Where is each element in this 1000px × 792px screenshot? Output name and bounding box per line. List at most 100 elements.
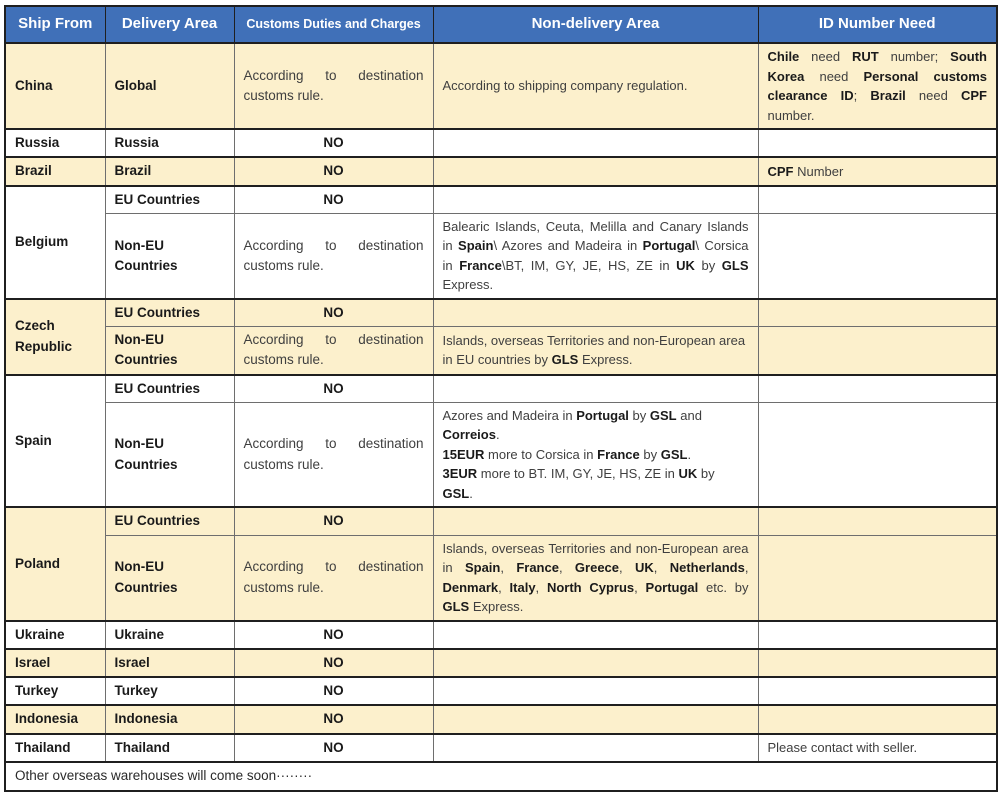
cell-thailand-customs: NO bbox=[233, 732, 434, 763]
cell-belgium-ship-from: Belgium bbox=[4, 184, 106, 300]
cell-turkey-non-delivery bbox=[432, 675, 759, 706]
cell-spain-eu-customs: NO bbox=[233, 373, 434, 403]
cell-turkey-id-number bbox=[757, 675, 998, 706]
cell-turkey-customs: NO bbox=[233, 675, 434, 706]
row-belgium-non-eu: Non-EU Countries According to destinatio… bbox=[5, 212, 998, 300]
spain-non-delivery-line-2: 15EUR more to Corsica in France by GSL. bbox=[442, 446, 692, 462]
cell-ukraine-ship-from: Ukraine bbox=[4, 619, 106, 650]
cell-brazil-id-number: CPF Number bbox=[757, 156, 998, 187]
cell-indonesia-non-delivery bbox=[432, 704, 759, 735]
row-ukraine: Ukraine Ukraine NO bbox=[4, 619, 998, 650]
cell-belgium-non-eu-id-number bbox=[757, 212, 998, 300]
cell-brazil-non-delivery bbox=[432, 156, 759, 187]
row-spain-eu: Spain EU Countries NO bbox=[4, 373, 998, 508]
cell-indonesia-ship-from: Indonesia bbox=[4, 704, 106, 735]
cell-china-ship-from: China bbox=[4, 42, 106, 130]
row-indonesia: Indonesia Indonesia NO bbox=[4, 704, 998, 735]
cell-poland-non-eu-id-number bbox=[757, 534, 998, 621]
row-czech-non-eu: Non-EU Countries According to destinatio… bbox=[5, 326, 998, 375]
cell-russia-id-number bbox=[757, 127, 998, 158]
cell-china-customs: According to destination customs rule. bbox=[233, 42, 434, 130]
row-brazil: Brazil Brazil NO CPF Number bbox=[4, 156, 998, 187]
cell-ukraine-non-delivery bbox=[432, 619, 759, 650]
table-header-row: Ship From Delivery Area Customs Duties a… bbox=[4, 5, 998, 44]
row-spain-non-eu: Non-EU Countries According to destinatio… bbox=[5, 401, 998, 508]
row-china: China Global According to destination cu… bbox=[4, 42, 998, 130]
cell-russia-ship-from: Russia bbox=[4, 127, 106, 158]
cell-indonesia-delivery-area: Indonesia bbox=[104, 704, 235, 735]
cell-spain-non-eu-customs: According to destination customs rule. bbox=[233, 401, 434, 508]
cell-israel-ship-from: Israel bbox=[4, 647, 106, 678]
cell-spain-eu-area: EU Countries bbox=[104, 373, 235, 403]
cell-thailand-id-number: Please contact with seller. bbox=[757, 732, 998, 763]
row-thailand: Thailand Thailand NO Please contact with… bbox=[4, 732, 998, 763]
cell-belgium-non-eu-customs: According to destination customs rule. bbox=[233, 212, 434, 300]
cell-china-non-delivery: According to shipping company regulation… bbox=[432, 42, 759, 130]
row-israel: Israel Israel NO bbox=[4, 647, 998, 678]
row-footer-note: Other overseas warehouses will come soon… bbox=[4, 760, 998, 792]
cell-belgium-eu-area: EU Countries bbox=[104, 184, 235, 214]
cell-russia-customs: NO bbox=[233, 127, 434, 158]
row-poland-eu: Poland EU Countries NO bbox=[4, 506, 998, 622]
cell-turkey-delivery-area: Turkey bbox=[104, 675, 235, 706]
cell-indonesia-customs: NO bbox=[233, 704, 434, 735]
cell-spain-non-eu-area: Non-EU Countries bbox=[104, 401, 235, 508]
cell-spain-eu-non-delivery bbox=[432, 373, 759, 403]
cell-poland-eu-area: EU Countries bbox=[104, 506, 235, 536]
col-header-non-delivery-area: Non-delivery Area bbox=[432, 5, 759, 44]
cell-belgium-eu-non-delivery bbox=[432, 184, 759, 214]
cell-belgium-eu-id-number bbox=[757, 184, 998, 214]
cell-belgium-non-eu-area: Non-EU Countries bbox=[104, 212, 235, 300]
spain-non-delivery-line-3: 3EUR more to BT. IM, GY, JE, HS, ZE in U… bbox=[442, 466, 715, 501]
cell-spain-non-eu-id-number bbox=[757, 401, 998, 508]
shipping-info-table: Ship From Delivery Area Customs Duties a… bbox=[4, 5, 998, 792]
cell-spain-ship-from: Spain bbox=[4, 373, 106, 508]
cell-ukraine-id-number bbox=[757, 619, 998, 650]
cell-czech-non-eu-customs: According to destination customs rule. bbox=[233, 326, 434, 375]
cell-czech-non-eu-area: Non-EU Countries bbox=[104, 326, 235, 375]
cell-thailand-non-delivery bbox=[432, 732, 759, 763]
cell-spain-non-eu-non-delivery: Azores and Madeira in Portugal by GSL an… bbox=[432, 401, 759, 508]
cell-belgium-non-eu-non-delivery: Balearic Islands, Ceuta, Melilla and Can… bbox=[432, 212, 759, 300]
cell-indonesia-id-number bbox=[757, 704, 998, 735]
cell-poland-eu-id-number bbox=[757, 506, 998, 536]
cell-belgium-eu-customs: NO bbox=[233, 184, 434, 214]
cell-israel-delivery-area: Israel bbox=[104, 647, 235, 678]
cell-israel-id-number bbox=[757, 647, 998, 678]
cell-china-id-number: Chile need RUT number; South Korea need … bbox=[757, 42, 998, 130]
col-header-ship-from: Ship From bbox=[4, 5, 106, 44]
cell-poland-non-eu-customs: According to destination customs rule. bbox=[233, 534, 434, 621]
row-czech-eu: Czech Republic EU Countries NO bbox=[4, 297, 998, 375]
cell-thailand-ship-from: Thailand bbox=[4, 732, 106, 763]
cell-poland-ship-from: Poland bbox=[4, 506, 106, 622]
cell-czech-eu-non-delivery bbox=[432, 297, 759, 327]
cell-israel-customs: NO bbox=[233, 647, 434, 678]
row-turkey: Turkey Turkey NO bbox=[4, 675, 998, 706]
col-header-id-number-need: ID Number Need bbox=[757, 5, 998, 44]
row-poland-non-eu: Non-EU Countries According to destinatio… bbox=[5, 534, 998, 621]
cell-china-delivery-area: Global bbox=[104, 42, 235, 130]
cell-poland-eu-customs: NO bbox=[233, 506, 434, 536]
cell-czech-non-eu-id-number bbox=[757, 326, 998, 375]
row-russia: Russia Russia NO bbox=[4, 127, 998, 158]
footer-note: Other overseas warehouses will come soon… bbox=[4, 760, 998, 792]
cell-brazil-ship-from: Brazil bbox=[4, 156, 106, 187]
row-belgium-eu: Belgium EU Countries NO bbox=[4, 184, 998, 300]
cell-poland-non-eu-area: Non-EU Countries bbox=[104, 534, 235, 621]
cell-czech-non-eu-non-delivery: Islands, overseas Territories and non-Eu… bbox=[432, 326, 759, 375]
cell-ukraine-delivery-area: Ukraine bbox=[104, 619, 235, 650]
cell-ukraine-customs: NO bbox=[233, 619, 434, 650]
cell-turkey-ship-from: Turkey bbox=[4, 675, 106, 706]
cell-thailand-delivery-area: Thailand bbox=[104, 732, 235, 763]
cell-spain-eu-id-number bbox=[757, 373, 998, 403]
col-header-customs-duties: Customs Duties and Charges bbox=[233, 5, 434, 44]
cell-czech-ship-from: Czech Republic bbox=[4, 297, 106, 375]
cell-poland-non-eu-non-delivery: Islands, overseas Territories and non-Eu… bbox=[432, 534, 759, 621]
cell-czech-eu-area: EU Countries bbox=[104, 297, 235, 327]
cell-poland-eu-non-delivery bbox=[432, 506, 759, 536]
cell-brazil-delivery-area: Brazil bbox=[104, 156, 235, 187]
cell-israel-non-delivery bbox=[432, 647, 759, 678]
cell-czech-eu-customs: NO bbox=[233, 297, 434, 327]
cell-brazil-customs: NO bbox=[233, 156, 434, 187]
cell-russia-non-delivery bbox=[432, 127, 759, 158]
